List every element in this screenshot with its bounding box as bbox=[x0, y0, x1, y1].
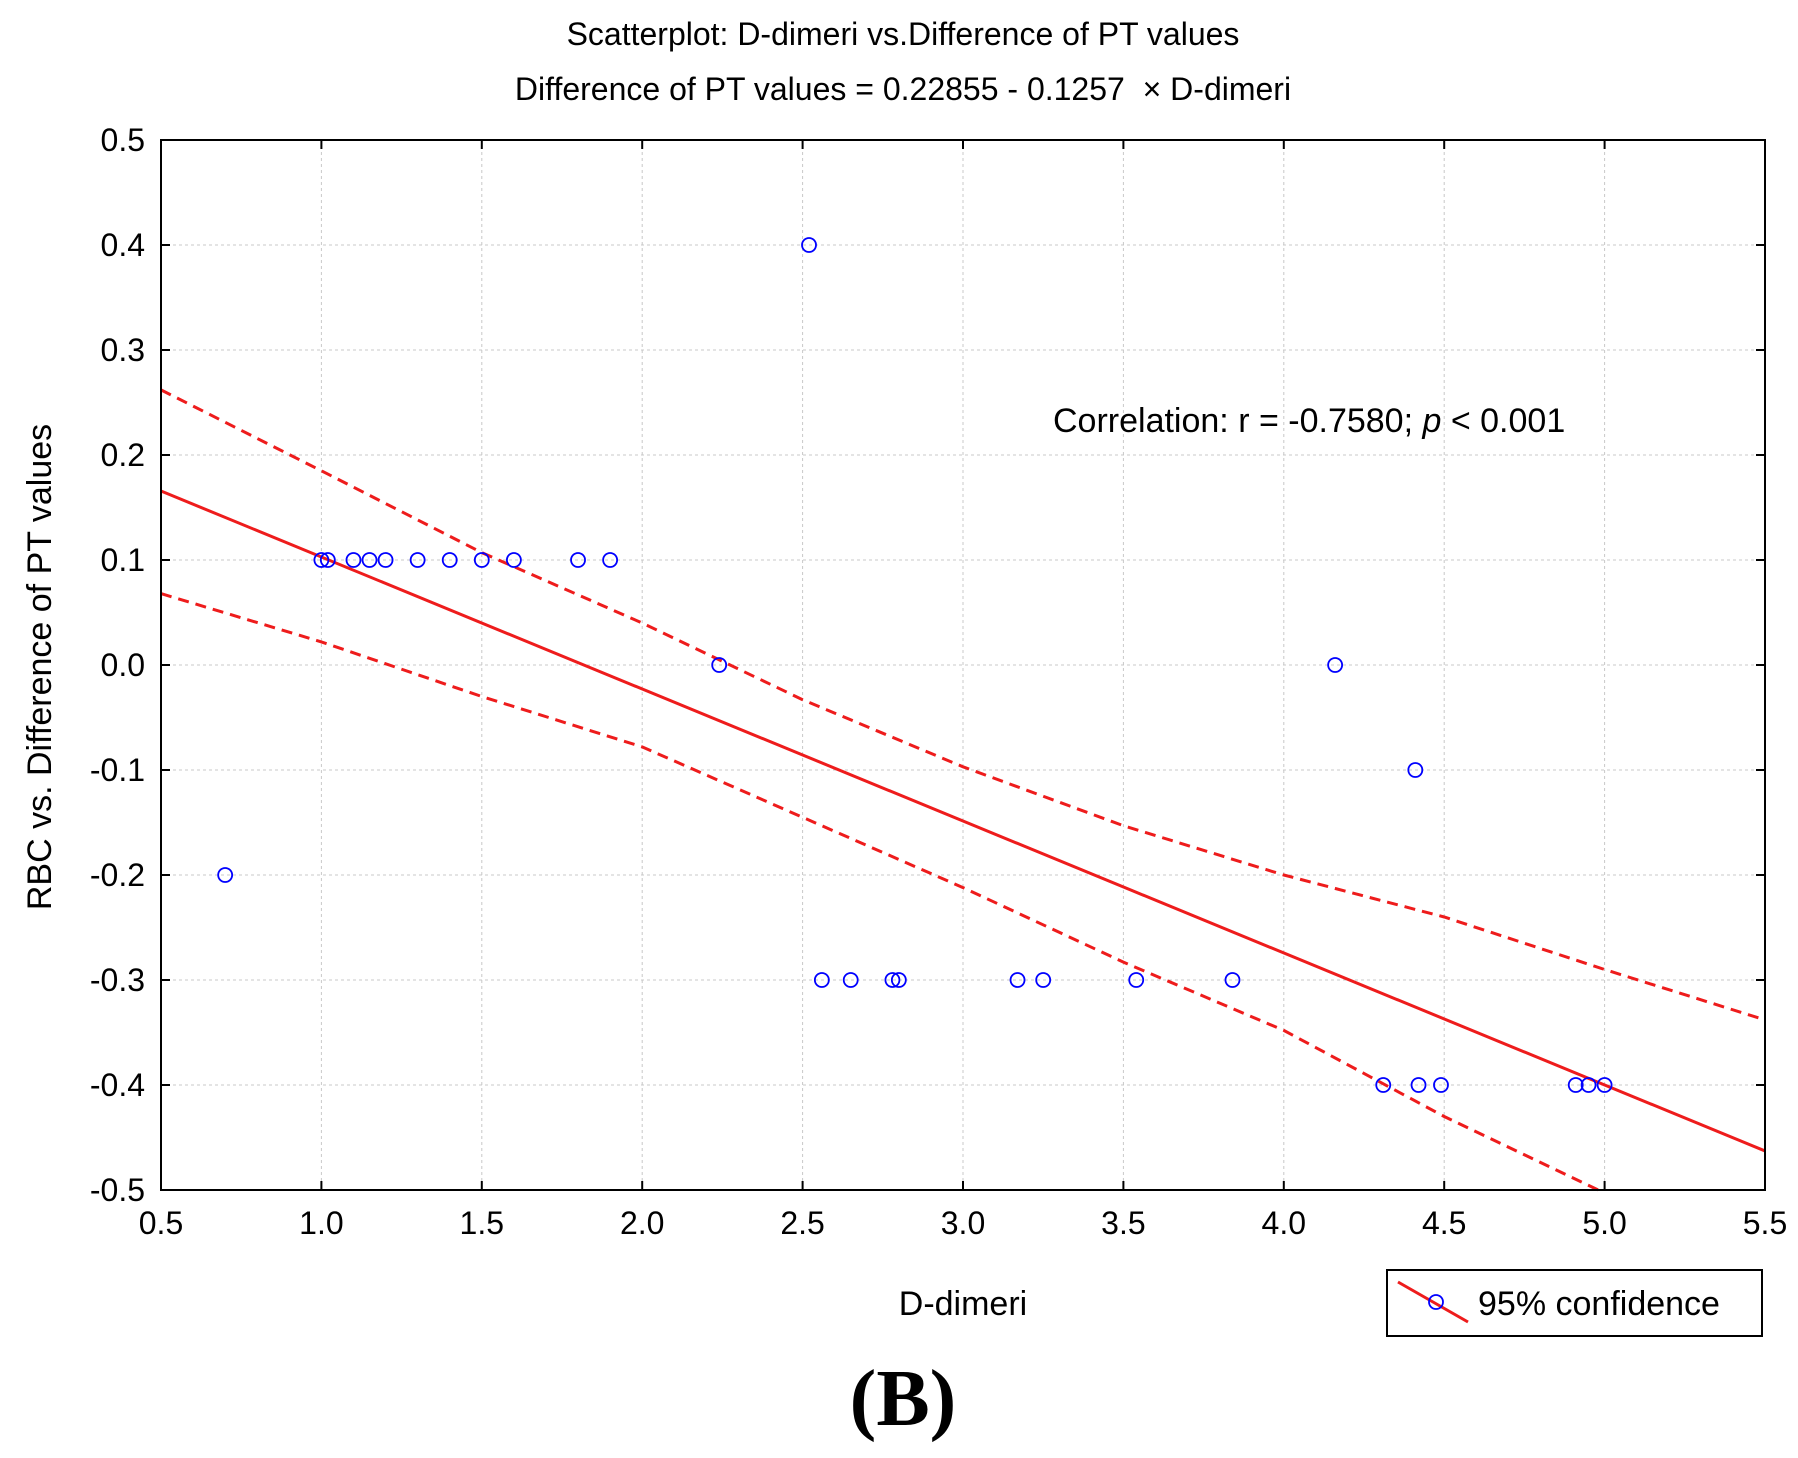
data-point bbox=[570, 552, 586, 568]
data-point bbox=[409, 552, 426, 568]
correlation-annotation: Correlation: r = -0.7580; p < 0.001 bbox=[1053, 402, 1565, 440]
data-point bbox=[505, 552, 522, 568]
y-tick-label: 0.5 bbox=[101, 122, 145, 158]
y-tick-label: -0.1 bbox=[90, 752, 145, 788]
axis-ticks bbox=[160, 139, 1766, 1191]
panel-label: (B) bbox=[850, 1355, 957, 1443]
data-point bbox=[890, 972, 907, 988]
legend: 95% confidence bbox=[1386, 1269, 1763, 1337]
x-tick-label: 3.5 bbox=[1101, 1205, 1145, 1241]
data-point bbox=[1433, 1077, 1449, 1093]
y-tick-label: 0.1 bbox=[101, 542, 145, 578]
correlation-prefix: Correlation: r = -0.7580; bbox=[1053, 402, 1422, 440]
x-tick-label: 5.5 bbox=[1743, 1205, 1787, 1241]
data-point bbox=[361, 552, 378, 568]
chart-subtitle: Difference of PT values = 0.22855 - 0.12… bbox=[515, 71, 1291, 107]
legend-line-swatch bbox=[1397, 1280, 1469, 1324]
data-point bbox=[1375, 1077, 1392, 1093]
data-point bbox=[441, 552, 458, 568]
p-symbol: p bbox=[1421, 402, 1441, 440]
x-tick-label: 1.0 bbox=[299, 1205, 343, 1241]
y-tick-label: -0.4 bbox=[90, 1067, 145, 1103]
data-point bbox=[1407, 762, 1424, 778]
y-axis-label: RBC vs. Difference of PT values bbox=[21, 424, 59, 910]
data-point bbox=[1009, 972, 1026, 988]
data-point bbox=[377, 552, 394, 568]
y-tick-label: -0.3 bbox=[90, 962, 145, 998]
regression-line bbox=[160, 489, 1766, 1153]
data-point bbox=[1567, 1077, 1584, 1093]
upper-confidence-line bbox=[160, 388, 1766, 1022]
x-tick-label: 2.0 bbox=[620, 1205, 664, 1241]
legend-label: 95% confidence bbox=[1478, 1285, 1720, 1323]
data-point bbox=[602, 552, 619, 568]
grid bbox=[161, 140, 1765, 1190]
data-point bbox=[1580, 1077, 1597, 1093]
y-tick-label: 0.2 bbox=[101, 437, 145, 473]
data-point bbox=[1224, 972, 1241, 988]
data-point bbox=[1035, 972, 1052, 988]
legend-box bbox=[1386, 1269, 1763, 1337]
x-tick-label: 2.5 bbox=[780, 1205, 824, 1241]
x-axis-label: D-dimeri bbox=[899, 1285, 1027, 1323]
data-points bbox=[217, 237, 1613, 1093]
x-tick-labels: 0.5 1.0 1.5 2.0 2.5 3.0 3.5 4.0 4.5 5.0 5.5 bbox=[139, 1205, 1787, 1241]
correlation-suffix: < 0.001 bbox=[1441, 402, 1565, 440]
x-tick-label: 4.5 bbox=[1422, 1205, 1466, 1241]
x-tick-label: 3.0 bbox=[941, 1205, 985, 1241]
data-point bbox=[1327, 657, 1344, 673]
data-point bbox=[319, 552, 336, 568]
y-tick-label: 0.4 bbox=[101, 227, 145, 263]
data-point bbox=[1128, 972, 1145, 988]
data-point bbox=[1596, 1077, 1613, 1093]
x-tick-label: 1.5 bbox=[460, 1205, 504, 1241]
confidence-band bbox=[160, 388, 1766, 1192]
data-point bbox=[473, 552, 490, 568]
data-point bbox=[217, 867, 234, 883]
data-point bbox=[884, 972, 901, 988]
y-tick-label: 0.0 bbox=[101, 647, 145, 683]
data-point bbox=[842, 972, 859, 988]
y-tick-label: -0.5 bbox=[90, 1172, 145, 1208]
legend-marker-swatch bbox=[1428, 1294, 1444, 1310]
data-point bbox=[813, 972, 830, 988]
data-point bbox=[313, 552, 330, 568]
x-tick-label: 5.0 bbox=[1582, 1205, 1626, 1241]
chart-title: Scatterplot: D-dimeri vs.Difference of P… bbox=[567, 16, 1240, 52]
lower-confidence-line bbox=[160, 592, 1599, 1192]
data-point bbox=[1410, 1077, 1427, 1093]
y-tick-label: 0.3 bbox=[101, 332, 145, 368]
y-tick-labels: 0.5 0.4 0.3 0.2 0.1 0.0 -0.1 -0.2 -0.3 -0.4 -0.5 bbox=[90, 122, 145, 1208]
data-point bbox=[345, 552, 362, 568]
x-tick-label: 0.5 bbox=[139, 1205, 183, 1241]
regression-line-group bbox=[160, 489, 1766, 1153]
data-point bbox=[711, 657, 728, 673]
x-tick-label: 4.0 bbox=[1262, 1205, 1306, 1241]
y-tick-label: -0.2 bbox=[90, 857, 145, 893]
data-point bbox=[801, 237, 817, 253]
